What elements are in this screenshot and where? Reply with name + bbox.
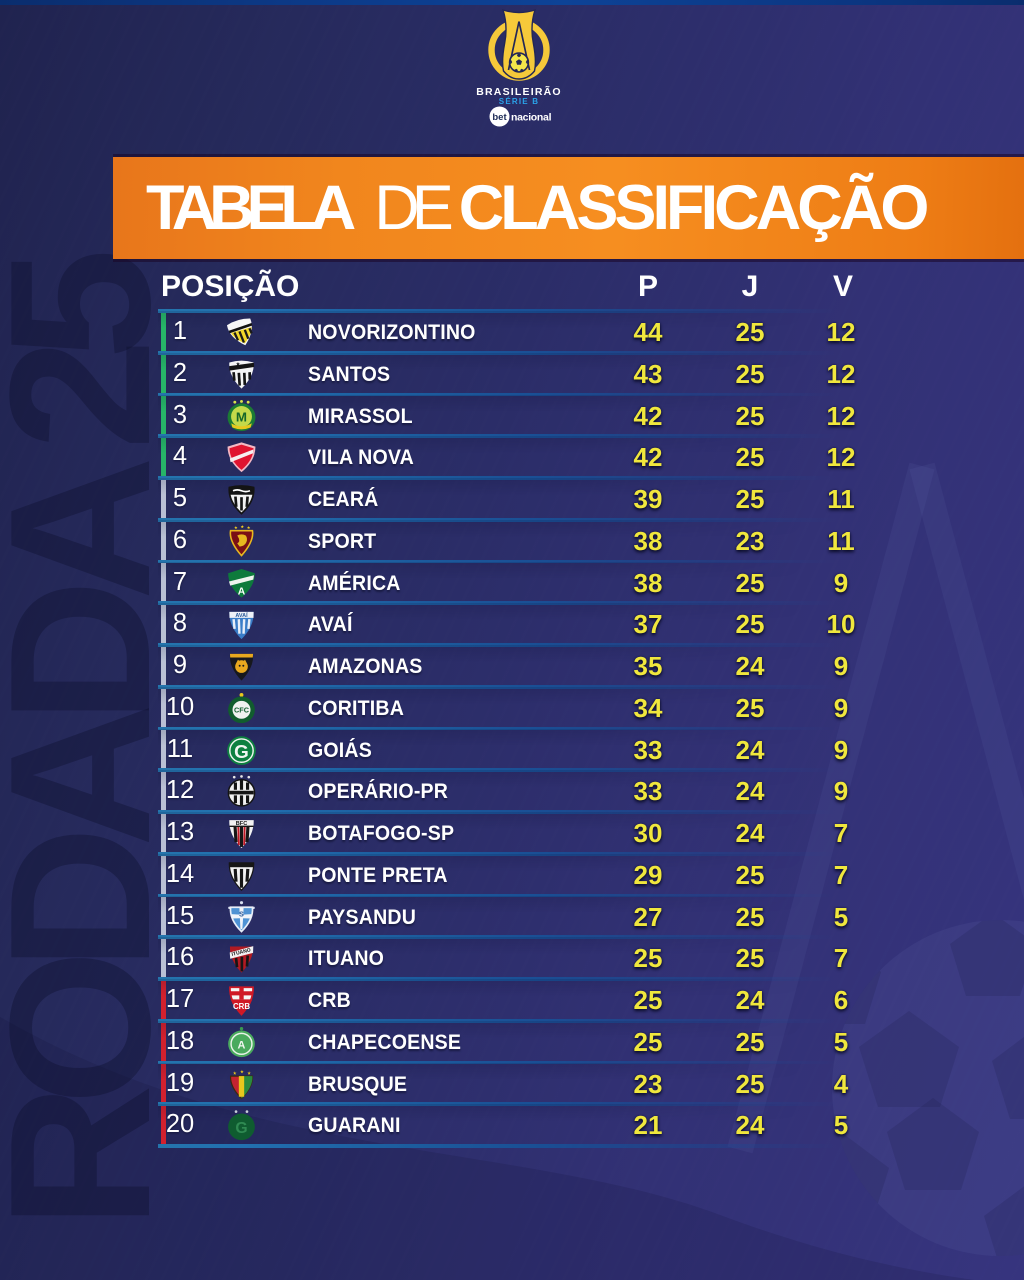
svg-text:M: M xyxy=(236,409,247,424)
svg-text:CFC: CFC xyxy=(234,705,250,714)
svg-text:nacional: nacional xyxy=(511,112,552,124)
svg-text:A: A xyxy=(238,586,246,597)
svg-text:CRB: CRB xyxy=(233,1002,250,1011)
svg-text:G: G xyxy=(235,1120,247,1137)
svg-text:S: S xyxy=(239,909,244,918)
svg-text:G: G xyxy=(234,741,249,762)
svg-text:AVAÍ: AVAÍ xyxy=(235,611,248,619)
svg-text:ITUANO: ITUANO xyxy=(231,948,251,959)
svg-text:bet: bet xyxy=(492,112,507,123)
svg-text:BFC: BFC xyxy=(236,821,247,827)
svg-text:A: A xyxy=(238,1039,246,1051)
